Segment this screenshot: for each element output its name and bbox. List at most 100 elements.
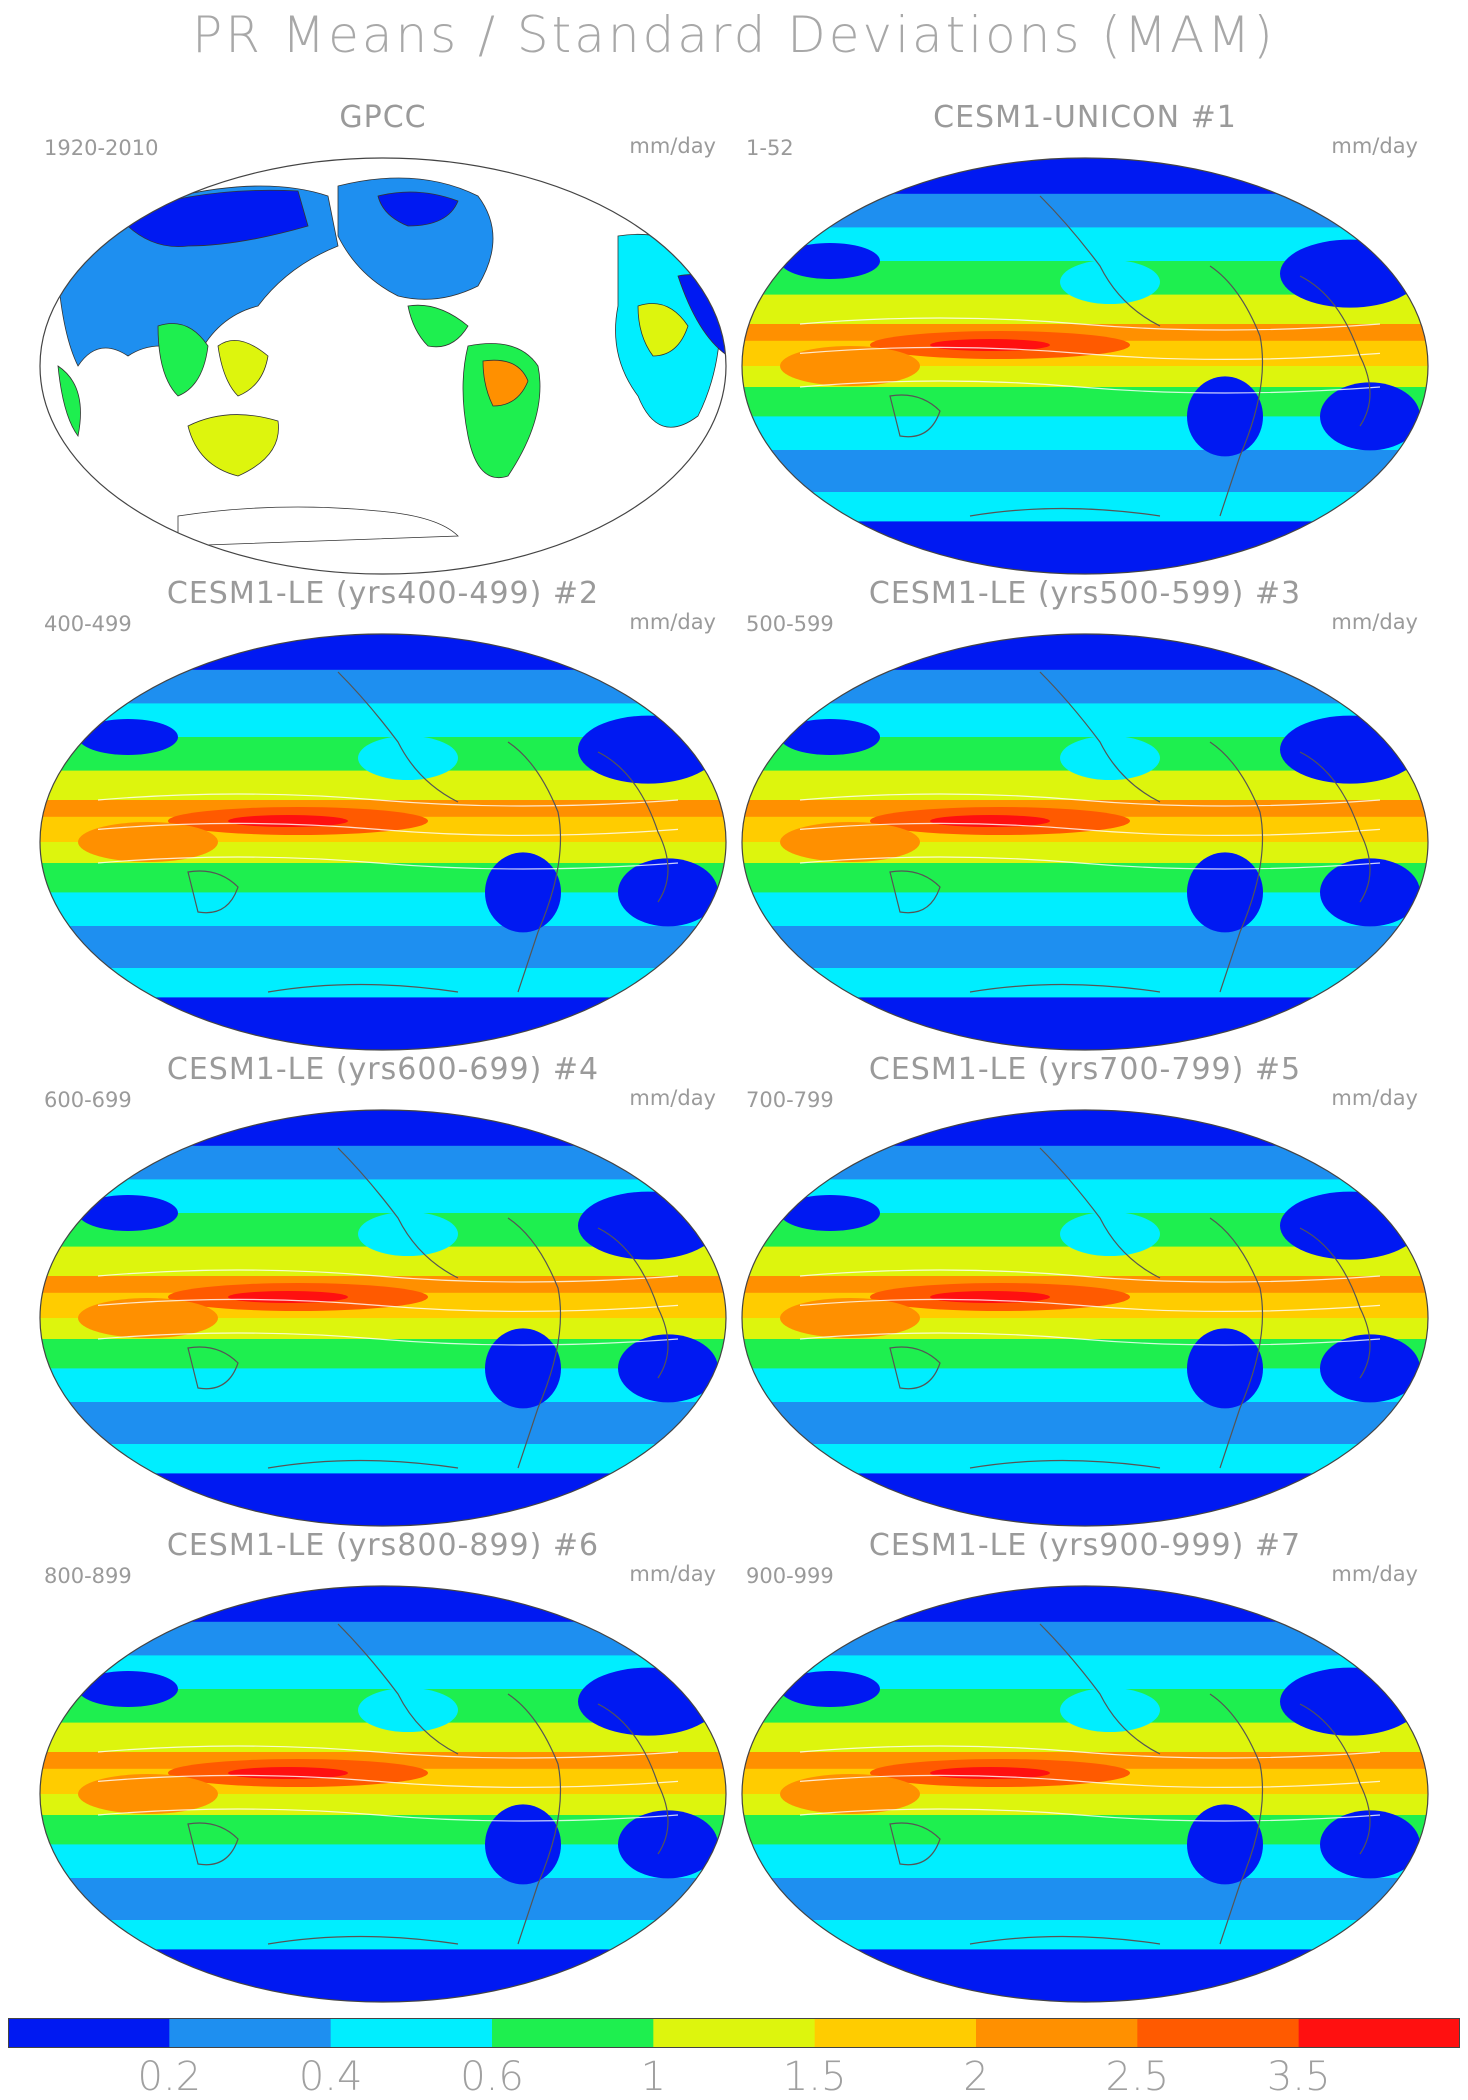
coastline [889, 870, 941, 914]
coastline [1299, 275, 1371, 427]
panel-years: 400-499 [44, 612, 132, 636]
colorbar-label: 1 [640, 2054, 667, 2100]
colorbar-label: 3.5 [1266, 2054, 1331, 2100]
land-region [482, 359, 529, 407]
coastline [337, 1623, 459, 1755]
coastline [889, 394, 941, 438]
map-projection [39, 1109, 727, 1527]
panel-title: CESM1-UNICON #1 [933, 100, 1237, 135]
colorbar-label: 2.5 [1105, 2054, 1170, 2100]
colorbar-segment [169, 2018, 332, 2048]
coastline [969, 983, 1161, 993]
coastline [507, 1693, 562, 1945]
map-panel-p6: CESM1-LE (yrs800-899) #6 800-899 mm/day [38, 1528, 728, 2003]
coastline [337, 671, 459, 803]
colorbar-segment [330, 2018, 493, 2048]
colorbar-segment [492, 2018, 654, 2048]
colorbar-label: 1.5 [782, 2054, 847, 2100]
coastline [969, 507, 1161, 517]
panel-units: mm/day [1331, 610, 1418, 634]
map-panel-p4: CESM1-LE (yrs600-699) #4 600-699 mm/day [38, 1052, 728, 1527]
panel-years: 500-599 [746, 612, 834, 636]
land-region [187, 414, 279, 477]
coastline [889, 1346, 941, 1390]
map-panel-p3: CESM1-LE (yrs500-599) #3 500-599 mm/day [740, 576, 1430, 1051]
colorbar-segment [653, 2018, 816, 2048]
coastline [1209, 741, 1264, 993]
coastline [1039, 1147, 1161, 1279]
colorbar-segment [1298, 2018, 1460, 2048]
colorbar-label: 0.4 [298, 2054, 363, 2100]
panel-title: CESM1-LE (yrs900-999) #7 [868, 1528, 1302, 1563]
colorbar-segment [976, 2018, 1138, 2048]
coastline [597, 1703, 669, 1855]
colorbar-segment [814, 2018, 977, 2048]
coastline [1299, 1227, 1371, 1379]
colorbar-label: 0.6 [460, 2054, 524, 2100]
panel-title: GPCC [339, 100, 427, 135]
coastline [889, 1822, 941, 1866]
land-region [377, 191, 459, 227]
coastline [1039, 671, 1161, 803]
land-region [217, 339, 269, 397]
map-panel-p2: CESM1-LE (yrs400-499) #2 400-499 mm/day [38, 576, 728, 1051]
land-region [177, 506, 459, 547]
map-panel-gpcc: GPCC 1920-2010 mm/day [38, 100, 728, 575]
panel-units: mm/day [629, 1086, 716, 1110]
panel-years: 1920-2010 [44, 136, 159, 160]
coastline [597, 751, 669, 903]
coastline [507, 741, 562, 993]
coastline [597, 1227, 669, 1379]
panel-years: 900-999 [746, 1564, 834, 1588]
coastline [187, 1822, 239, 1866]
coastline [1209, 265, 1264, 517]
land-region [637, 303, 689, 357]
panel-years: 700-799 [746, 1088, 834, 1112]
map-projection [741, 1109, 1429, 1527]
map-panel-p1: CESM1-UNICON #1 1-52 mm/day [740, 100, 1430, 575]
map-projection [741, 1585, 1429, 2003]
coastline [267, 1459, 459, 1469]
panel-units: mm/day [629, 610, 716, 634]
coastline [969, 1459, 1161, 1469]
coastline [1039, 195, 1161, 327]
panel-title: CESM1-LE (yrs400-499) #2 [166, 576, 600, 611]
coastline [267, 1935, 459, 1945]
map-projection [39, 633, 727, 1051]
colorbar-label: 0.2 [137, 2054, 202, 2100]
panel-units: mm/day [629, 1562, 716, 1586]
colorbar [8, 2018, 1460, 2048]
map-projection [741, 633, 1429, 1051]
land-region [157, 323, 209, 397]
coastline [1299, 1703, 1371, 1855]
coastline [1209, 1217, 1264, 1469]
panel-title: CESM1-LE (yrs500-599) #3 [868, 576, 1302, 611]
map-projection [39, 157, 727, 575]
colorbar-segment [1137, 2018, 1300, 2048]
coastline [187, 1346, 239, 1390]
panel-years: 600-699 [44, 1088, 132, 1112]
coastline [1039, 1623, 1161, 1755]
colorbar-segment [8, 2018, 170, 2048]
colorbar-labels: 0.2 0.4 0.6 1 1.5 2 2.5 3.5 [0, 2054, 1468, 2100]
land-region [407, 304, 469, 348]
panel-years: 1-52 [746, 136, 794, 160]
panel-units: mm/day [1331, 1562, 1418, 1586]
panel-units: mm/day [1331, 1086, 1418, 1110]
coastline [267, 983, 459, 993]
map-panel-p7: CESM1-LE (yrs900-999) #7 900-999 mm/day [740, 1528, 1430, 2003]
panel-units: mm/day [1331, 134, 1418, 158]
coastline [1299, 751, 1371, 903]
map-projection [39, 1585, 727, 2003]
panel-title: CESM1-LE (yrs600-699) #4 [166, 1052, 600, 1087]
map-panel-p5: CESM1-LE (yrs700-799) #5 700-799 mm/day [740, 1052, 1430, 1527]
panel-title: CESM1-LE (yrs800-899) #6 [166, 1528, 600, 1563]
panel-title: CESM1-LE (yrs700-799) #5 [868, 1052, 1302, 1087]
coastline [969, 1935, 1161, 1945]
figure-title: PR Means / Standard Deviations (MAM) [192, 6, 1276, 64]
coastline [337, 1147, 459, 1279]
coastline [1209, 1693, 1264, 1945]
map-projection [741, 157, 1429, 575]
land-region [57, 365, 81, 437]
coastline [187, 870, 239, 914]
